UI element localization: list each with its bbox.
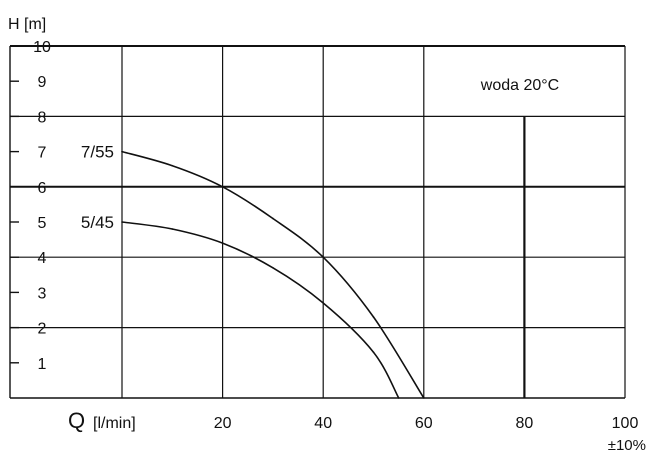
data-point-7-55-4 xyxy=(322,256,325,259)
tolerance-note: ±10% xyxy=(608,437,646,454)
data-point-7-55-2 xyxy=(221,186,224,188)
y-tick-label-9: 9 xyxy=(38,74,47,91)
water-temperature-annotation: woda 20°C xyxy=(480,77,559,94)
data-point-5-45-6 xyxy=(397,397,400,399)
y-tick-label-5: 5 xyxy=(38,215,47,232)
data-point-7-55-5 xyxy=(372,316,375,318)
data-point-5-45-0 xyxy=(121,221,123,223)
x-axis-symbol: Q xyxy=(68,408,85,433)
series-label-5-45: 5/45 xyxy=(81,213,114,232)
x-tick-label-40: 40 xyxy=(314,415,332,432)
x-tick-label-80: 80 xyxy=(516,415,534,432)
data-point-5-45-3 xyxy=(272,266,274,269)
series-curve-7-55 xyxy=(121,150,425,399)
y-tick-label-1: 1 xyxy=(38,356,47,373)
data-point-5-45-5 xyxy=(372,351,375,354)
data-point-5-45-1 xyxy=(171,228,174,230)
data-point-7-55-6 xyxy=(423,397,425,399)
data-point-7-55-1 xyxy=(171,164,174,167)
data-point-5-45-2 xyxy=(221,242,224,244)
x-tick-label-60: 60 xyxy=(415,415,433,432)
x-axis-unit: [l/min] xyxy=(93,415,136,432)
data-point-7-55-3 xyxy=(272,217,274,220)
y-tick-label-10: 10 xyxy=(33,39,51,56)
y-tick-label-3: 3 xyxy=(38,285,47,302)
y-axis-label: H [m] xyxy=(8,16,46,33)
series-label-7-55: 7/55 xyxy=(81,143,114,162)
y-tick-label-8: 8 xyxy=(38,109,47,126)
axes xyxy=(9,45,625,399)
data-point-5-45-4 xyxy=(322,302,325,304)
y-tick-label-2: 2 xyxy=(38,321,47,338)
y-tick-label-7: 7 xyxy=(38,145,47,162)
y-tick-label-4: 4 xyxy=(38,250,47,267)
x-tick-label-20: 20 xyxy=(214,415,232,432)
series-curves xyxy=(121,150,425,399)
x-tick-label-100: 100 xyxy=(612,415,639,432)
series-curve-5-45 xyxy=(121,221,400,399)
chart-labels: H [m] Q [l/min] ±10% woda 20°C 1 2 3 4 5 6 7 8 9… xyxy=(8,16,646,454)
y-tick-label-6: 6 xyxy=(38,180,47,197)
data-point-7-55-0 xyxy=(121,150,123,153)
